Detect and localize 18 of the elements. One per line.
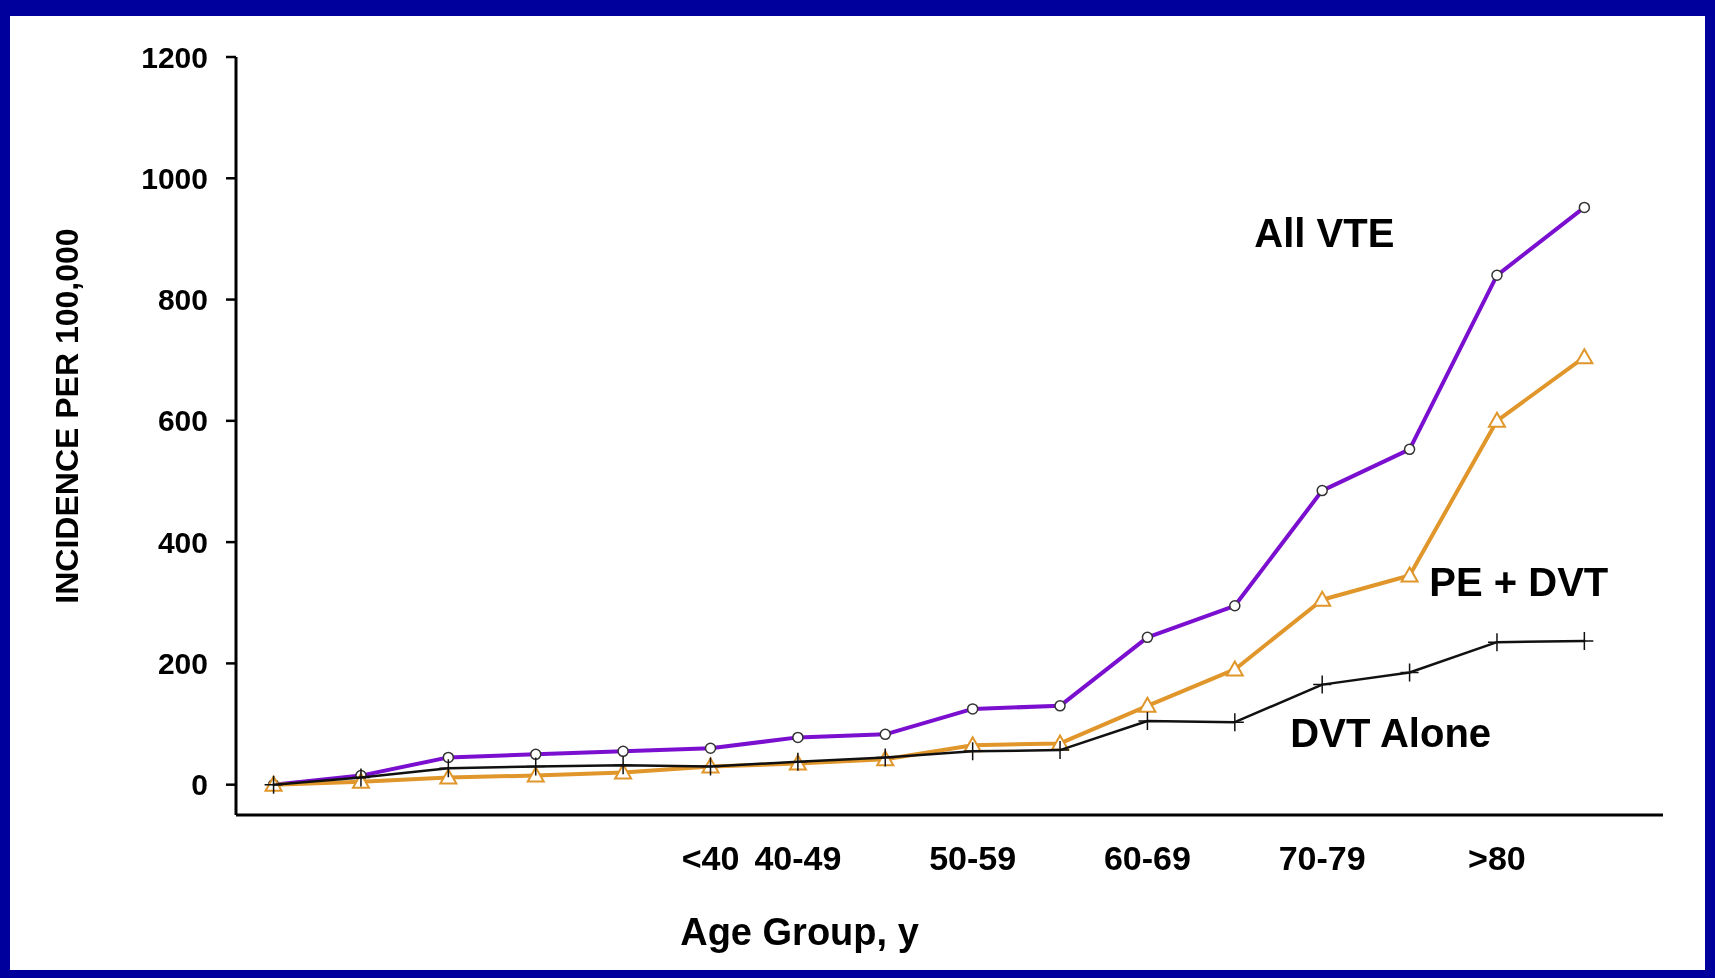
- y-tick-label: 1000: [141, 161, 208, 195]
- y-tick-label: 800: [157, 283, 208, 317]
- y-tick-label: 0: [191, 768, 208, 802]
- series-label: DVT Alone: [1290, 710, 1492, 755]
- y-tick-label: 200: [157, 646, 208, 680]
- series-label: PE + DVT: [1429, 560, 1609, 605]
- y-axis-title: INCIDENCE PER 100,000: [49, 228, 85, 604]
- x-axis-title: Age Group, y: [680, 911, 919, 953]
- y-tick-label: 600: [157, 404, 208, 438]
- x-tick-label: 60-69: [1103, 839, 1191, 877]
- x-tick-label: 40-49: [754, 839, 842, 877]
- y-tick-label: 400: [157, 525, 208, 559]
- x-tick-label: <40: [681, 839, 740, 877]
- y-tick-label: 1200: [141, 40, 208, 74]
- x-tick-label: 70-79: [1278, 839, 1366, 877]
- x-tick-label: >80: [1468, 839, 1526, 877]
- x-tick-label: 50-59: [929, 839, 1017, 877]
- text: All VTE: [1254, 211, 1395, 256]
